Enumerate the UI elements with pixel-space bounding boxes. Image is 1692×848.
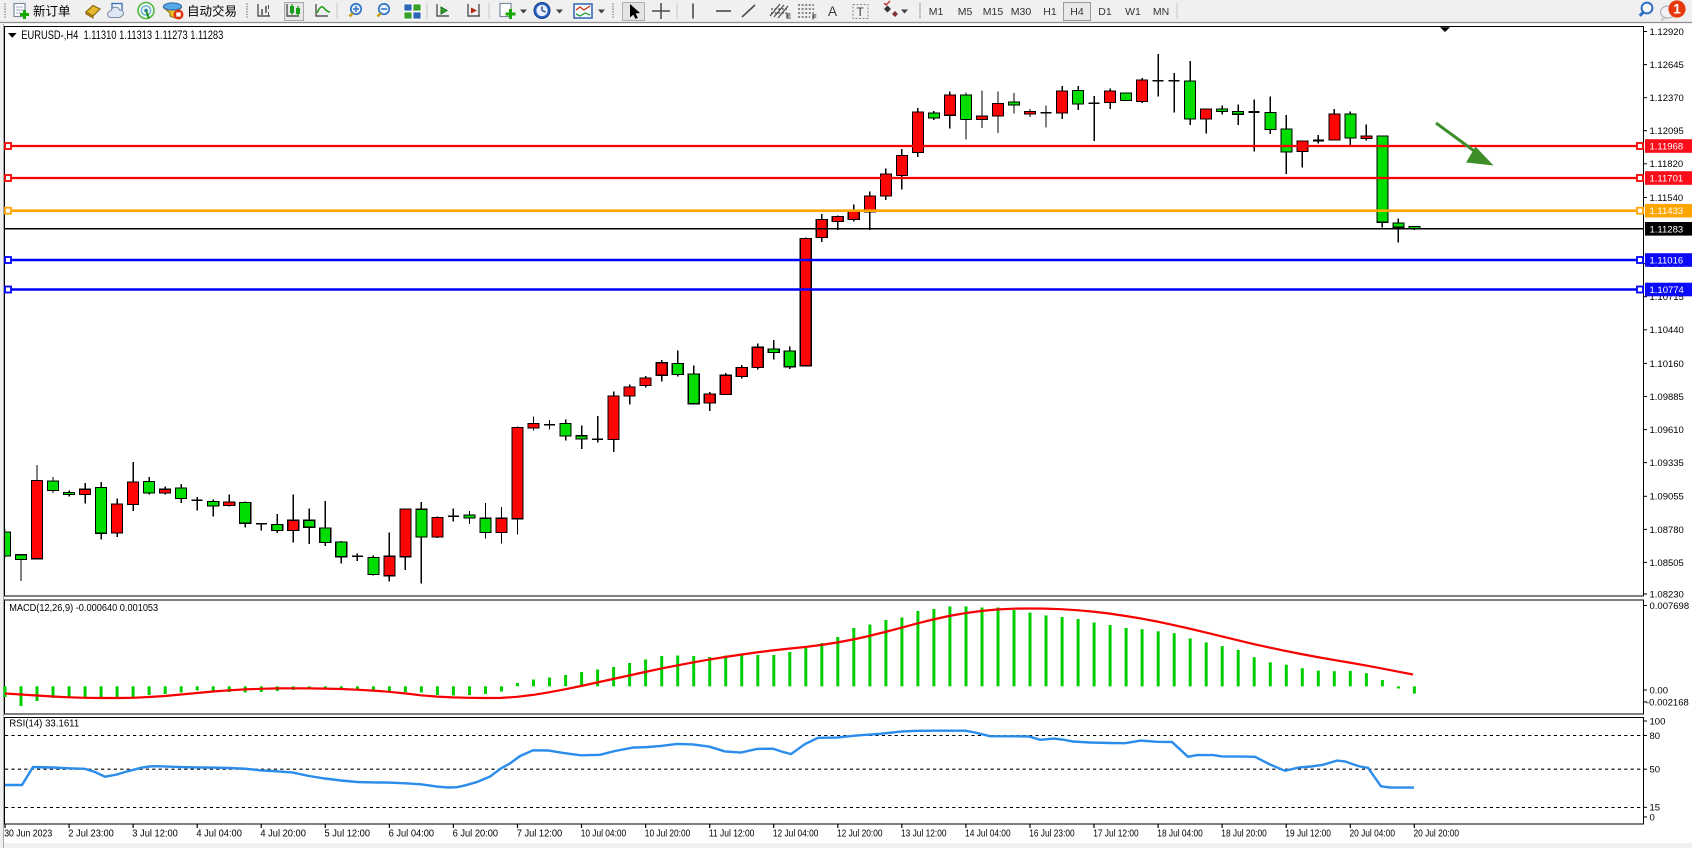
svg-text:10 Jul 20:00: 10 Jul 20:00: [645, 829, 691, 840]
svg-text:4 Jul 20:00: 4 Jul 20:00: [260, 829, 306, 840]
svg-text:自动交易: 自动交易: [187, 4, 237, 19]
svg-text:1.10774: 1.10774: [1650, 285, 1684, 296]
svg-text:7 Jul 12:00: 7 Jul 12:00: [517, 829, 563, 840]
svg-text:20 Jul 20:00: 20 Jul 20:00: [1414, 829, 1460, 840]
svg-text:MN: MN: [1153, 6, 1169, 18]
svg-text:1.11820: 1.11820: [1650, 159, 1684, 170]
svg-text:A: A: [828, 4, 837, 19]
svg-text:1.12645: 1.12645: [1650, 60, 1684, 71]
svg-text:19 Jul 12:00: 19 Jul 12:00: [1285, 829, 1331, 840]
svg-text:0.007698: 0.007698: [1650, 601, 1690, 612]
svg-text:0.00: 0.00: [1650, 685, 1669, 696]
svg-text:14 Jul 04:00: 14 Jul 04:00: [965, 829, 1011, 840]
svg-text:M5: M5: [958, 6, 973, 18]
svg-text:4 Jul 04:00: 4 Jul 04:00: [196, 829, 242, 840]
svg-text:M15: M15: [983, 6, 1004, 18]
svg-text:1.08230: 1.08230: [1650, 589, 1684, 600]
svg-text:D1: D1: [1098, 6, 1112, 18]
svg-text:M30: M30: [1011, 6, 1032, 18]
svg-text:1.12370: 1.12370: [1650, 93, 1684, 104]
svg-text:13 Jul 12:00: 13 Jul 12:00: [901, 829, 947, 840]
svg-text:MACD(12,26,9) -0.000640 0.0010: MACD(12,26,9) -0.000640 0.001053: [9, 603, 158, 614]
svg-text:1.08505: 1.08505: [1650, 558, 1684, 569]
svg-text:1.12095: 1.12095: [1650, 126, 1684, 137]
svg-text:12 Jul 04:00: 12 Jul 04:00: [773, 829, 819, 840]
svg-text:H1: H1: [1043, 6, 1057, 18]
svg-text:11 Jul 12:00: 11 Jul 12:00: [709, 829, 755, 840]
svg-text:80: 80: [1650, 731, 1661, 742]
svg-text:1.10715: 1.10715: [1650, 292, 1684, 303]
svg-text:W1: W1: [1125, 6, 1141, 18]
svg-text:1.09335: 1.09335: [1650, 458, 1684, 469]
svg-text:-0.002168: -0.002168: [1646, 697, 1689, 708]
svg-text:H4: H4: [1070, 6, 1084, 18]
svg-text:20 Jul 04:00: 20 Jul 04:00: [1350, 829, 1396, 840]
svg-text:3 Jul 12:00: 3 Jul 12:00: [132, 829, 178, 840]
svg-text:1.11540: 1.11540: [1650, 193, 1684, 204]
svg-text:新订单: 新订单: [33, 4, 71, 19]
svg-text:RSI(14) 33.1611: RSI(14) 33.1611: [9, 719, 79, 730]
svg-text:1.11968: 1.11968: [1650, 142, 1684, 153]
svg-text:15: 15: [1650, 803, 1661, 814]
svg-text:100: 100: [1650, 716, 1666, 727]
svg-text:1.08780: 1.08780: [1650, 525, 1684, 536]
svg-text:1.09885: 1.09885: [1650, 392, 1684, 403]
svg-text:6 Jul 04:00: 6 Jul 04:00: [389, 829, 435, 840]
svg-text:EURUSD-,H4 1.11310 1.11313 1.: EURUSD-,H4 1.11310 1.11313 1.11273 1.112…: [21, 30, 223, 42]
svg-text:0: 0: [1650, 812, 1655, 823]
svg-text:1.10440: 1.10440: [1650, 325, 1684, 336]
svg-text:T: T: [857, 5, 865, 19]
svg-text:10 Jul 04:00: 10 Jul 04:00: [581, 829, 627, 840]
svg-text:1.09610: 1.09610: [1650, 425, 1684, 436]
svg-text:2 Jul 23:00: 2 Jul 23:00: [68, 829, 114, 840]
svg-text:F: F: [812, 13, 817, 22]
svg-text:1.11283: 1.11283: [1650, 224, 1684, 235]
svg-text:1.11433: 1.11433: [1650, 206, 1684, 217]
svg-text:18 Jul 04:00: 18 Jul 04:00: [1157, 829, 1203, 840]
svg-text:E: E: [786, 12, 791, 21]
svg-text:12 Jul 20:00: 12 Jul 20:00: [837, 829, 883, 840]
svg-text:18 Jul 20:00: 18 Jul 20:00: [1221, 829, 1267, 840]
svg-text:16 Jul 23:00: 16 Jul 23:00: [1029, 829, 1075, 840]
svg-text:1: 1: [1673, 2, 1681, 17]
svg-text:1.11701: 1.11701: [1650, 174, 1684, 185]
svg-text:1.12920: 1.12920: [1650, 27, 1684, 38]
svg-text:M1: M1: [929, 6, 944, 18]
svg-text:5 Jul 12:00: 5 Jul 12:00: [325, 829, 371, 840]
svg-text:30 Jun 2023: 30 Jun 2023: [4, 829, 52, 840]
svg-text:1.09055: 1.09055: [1650, 492, 1684, 503]
svg-text:1.10160: 1.10160: [1650, 359, 1684, 370]
svg-text:17 Jul 12:00: 17 Jul 12:00: [1093, 829, 1139, 840]
svg-text:1.11016: 1.11016: [1650, 256, 1684, 267]
svg-text:50: 50: [1650, 765, 1661, 776]
svg-text:6 Jul 20:00: 6 Jul 20:00: [453, 829, 499, 840]
